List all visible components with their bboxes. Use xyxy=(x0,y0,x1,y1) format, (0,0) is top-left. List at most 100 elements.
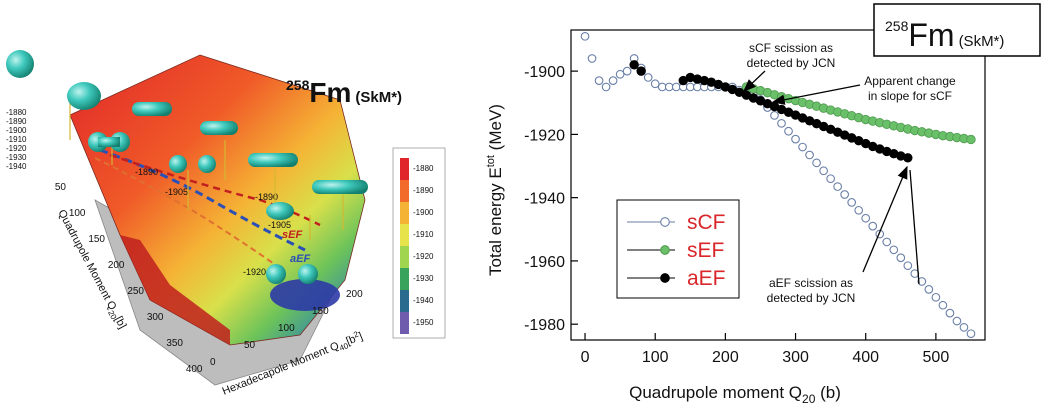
axis-ticks: 0 100 200 300 400 500 -1900 -1920 -1940 -1960 -198… xyxy=(524,64,949,366)
x-tick-label: 200 xyxy=(712,349,739,366)
color-scale-swatch xyxy=(400,158,409,180)
fragment-shape-icon xyxy=(266,264,318,284)
deformed-shape-icon xyxy=(67,82,101,110)
data-point-sCF xyxy=(945,308,955,318)
contour-label: -1905 xyxy=(268,220,291,230)
elongated-shape-icon xyxy=(312,180,368,194)
data-point-sCF xyxy=(657,82,667,92)
data-point-sCF xyxy=(903,261,913,271)
series-layer xyxy=(580,31,976,339)
legend-item-sEF: sEF xyxy=(627,239,724,262)
data-point-sCF xyxy=(671,82,681,92)
color-scale-swatch xyxy=(400,268,409,290)
data-point-sCF xyxy=(587,54,597,63)
scf-path xyxy=(94,157,281,269)
x-tick-label: 400 xyxy=(852,349,879,366)
data-point-sCF xyxy=(833,182,842,191)
data-point-sCF xyxy=(798,142,807,152)
data-point-aEF xyxy=(903,153,913,163)
data-point-sCF xyxy=(826,174,835,184)
color-scale-tick: -1880 xyxy=(413,164,434,173)
x-tick-label: 500 xyxy=(923,349,950,366)
q20-axis-tick: 200 xyxy=(108,260,125,271)
data-point-sCF xyxy=(854,205,864,215)
annotation-slope-change: Apparent change in slope for sCF xyxy=(771,74,956,105)
z-axis-tick: -1900 xyxy=(6,126,27,135)
x-tick-label: 300 xyxy=(782,349,809,366)
data-point-sCF xyxy=(615,69,625,79)
q20-axis-tick: 300 xyxy=(147,312,164,323)
data-point-sCF xyxy=(847,198,857,207)
legend-marker xyxy=(660,217,670,227)
surface-minimum-well xyxy=(270,279,340,311)
z-axis-tick: -1930 xyxy=(6,153,27,162)
data-point-sCF xyxy=(868,221,878,231)
data-point-sCF xyxy=(664,82,674,92)
sef-path xyxy=(109,153,321,227)
y-tick-label: -1940 xyxy=(524,191,565,208)
z-axis-tick: -1910 xyxy=(6,135,27,144)
legend-label: sEF xyxy=(687,239,724,262)
q20-axis-tick: 400 xyxy=(186,364,203,375)
aef-path-label: aEF xyxy=(290,253,310,265)
z-axis-ticks: -1880-1890-1900-1910-1920-1930-1940 xyxy=(6,108,27,171)
q40-axis-tick: 150 xyxy=(312,306,329,317)
data-point-sCF xyxy=(819,166,828,176)
legend-label: aEF xyxy=(687,267,726,290)
legend-marker xyxy=(660,273,670,283)
data-point-sCF xyxy=(917,277,927,286)
color-scale-tick: -1900 xyxy=(413,208,434,217)
legend-label: sCF xyxy=(687,211,726,234)
elongated-shape-icon xyxy=(132,102,172,116)
elongated-shape-icon xyxy=(248,153,298,167)
y-tick-label: -1920 xyxy=(524,127,565,144)
q20-axis-tick: 150 xyxy=(88,234,105,245)
data-point-sCF xyxy=(840,190,850,199)
z-axis-tick: -1890 xyxy=(6,117,27,126)
q20-axis-tick: 350 xyxy=(166,338,183,349)
data-point-sCF xyxy=(594,76,604,85)
y-axis-label: Total energy Etot (MeV) xyxy=(485,104,505,276)
data-point-sCF xyxy=(896,253,906,263)
y-tick-label: -1980 xyxy=(524,317,565,334)
svg-text:detected by JCN: detected by JCN xyxy=(747,56,836,70)
color-scale-legend: -1880 -1890 -1900 -1910 -1920 -1930 -1940 -1950 xyxy=(392,147,446,339)
chart-title: 258Fm (SkM*) xyxy=(885,17,1004,53)
svg-text:aEF scission as: aEF scission as xyxy=(769,276,853,290)
legend-marker xyxy=(660,245,670,255)
svg-text:detected by JCN: detected by JCN xyxy=(767,291,856,305)
color-scale-swatch xyxy=(400,180,409,202)
sef-path-label: sEF xyxy=(282,229,302,241)
data-point-sCF xyxy=(889,245,899,255)
color-scale-tick: -1890 xyxy=(413,186,434,195)
data-point-sCF xyxy=(692,82,702,92)
legend-item-sCF: sCF xyxy=(627,211,726,234)
q40-axis-ticks: 0 50 100 150 200 xyxy=(210,289,363,368)
elongated-shape-icon xyxy=(200,121,238,135)
scission-shape-icon xyxy=(169,155,216,173)
pes-surface-panel: -1890 -1905 -1890 -1905 -1920 sEF aEF 25… xyxy=(0,0,455,408)
contour-label: -1905 xyxy=(165,187,188,197)
annotation-aef-scission: aEF scission as detected by JCN xyxy=(767,165,920,305)
z-axis-tick: -1940 xyxy=(6,162,27,171)
data-point-sCF xyxy=(882,237,892,247)
left-title: 258Fm (SkM*) xyxy=(286,77,402,108)
spherical-shape-icon xyxy=(6,50,34,78)
data-point-aEF xyxy=(636,66,646,76)
color-scale-swatch xyxy=(400,312,409,334)
color-scale-tick: -1950 xyxy=(413,318,434,327)
data-point-aEF xyxy=(629,60,639,70)
q40-axis-tick: 100 xyxy=(278,323,295,334)
q40-axis-tick: 50 xyxy=(244,340,256,351)
q20-axis-tick: 100 xyxy=(69,208,86,219)
x-axis-label: Quadrupole moment Q20 (b) xyxy=(629,383,841,406)
q20-axis-tick: 50 xyxy=(55,182,67,193)
surface-front-fringe xyxy=(120,235,230,345)
svg-text:in slope for sCF: in slope for sCF xyxy=(868,89,952,103)
color-scale-swatch xyxy=(400,202,409,224)
data-point-sCF xyxy=(959,322,969,332)
svg-text:Apparent change: Apparent change xyxy=(864,74,956,88)
chart-title-box: 258Fm (SkM*) xyxy=(873,3,1041,57)
y-tick-label: -1900 xyxy=(524,64,565,81)
data-point-sEF xyxy=(966,134,976,145)
